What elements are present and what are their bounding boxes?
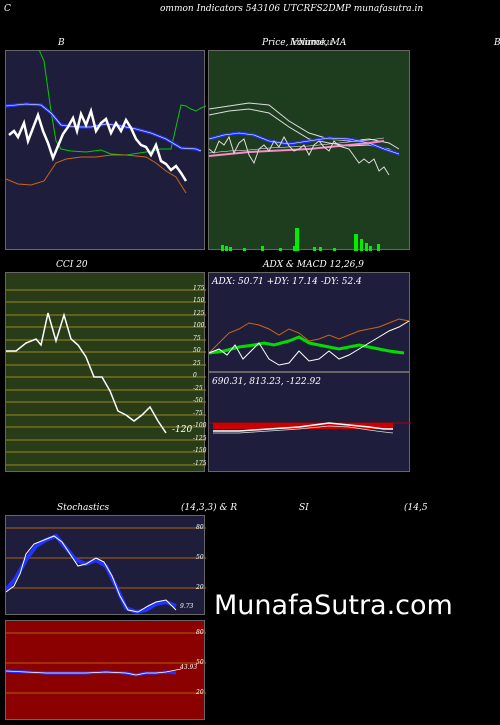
stoch-tick: 50 — [196, 554, 204, 561]
macd-values: 690.31, 813.23, -122.92 — [212, 377, 321, 387]
stoch-current-value: 9.73 — [180, 603, 194, 610]
volume-bar — [333, 248, 336, 251]
rsi-grid — [6, 632, 206, 694]
adx-white-line — [209, 320, 410, 366]
cci-tick: 125 — [193, 310, 205, 317]
cci-line — [6, 312, 167, 434]
stochastics-panel — [5, 515, 206, 615]
cci-tick: -125 — [193, 435, 207, 442]
cci-tick: -75 — [193, 410, 203, 417]
bb-middle-band — [6, 102, 202, 153]
cci-tick: -50 — [193, 397, 203, 404]
stoch-tick: 80 — [196, 524, 204, 531]
volume-bar — [365, 243, 368, 251]
volume-bar — [313, 247, 316, 251]
close-line — [209, 135, 390, 176]
cci-tick: 50 — [193, 347, 201, 354]
volume-bars — [221, 228, 380, 251]
volume-bar — [319, 247, 322, 251]
volume-bar — [293, 246, 296, 251]
stochastics-chart — [6, 527, 206, 615]
rsi-current-value: 43.93 — [180, 664, 198, 671]
stoch-d-line — [6, 533, 177, 615]
rsi-tick: 20 — [196, 689, 204, 696]
cci-tick: -175 — [193, 460, 207, 467]
bb-middle-inner — [6, 103, 202, 152]
rsi-title: SI — [299, 503, 309, 513]
cci-tick: -150 — [193, 447, 207, 454]
volume-bar — [279, 248, 282, 251]
adx-panel: ADX: 50.71 +DY: 17.14 -DY: 52.4 — [208, 272, 410, 372]
ma-pink-2 — [209, 137, 385, 154]
stoch-tick: 20 — [196, 584, 204, 591]
macd-signal-line — [213, 425, 394, 434]
cci-tick: 150 — [193, 297, 205, 304]
ma-blue-inner — [209, 132, 400, 155]
page-title: ommon Indicators 543106 UTCRFS2DMP munaf… — [160, 4, 424, 14]
cci-chart — [6, 289, 206, 466]
cci-tick: 75 — [193, 335, 201, 342]
bb-upper-band — [39, 51, 206, 156]
stochastics-title: Stochastics — [57, 503, 110, 513]
bollinger-chart — [6, 51, 206, 194]
munafasutra-watermark: MunafaSutra.com — [214, 590, 453, 621]
rsi-params: (14,5 — [404, 503, 428, 513]
macd-chart — [209, 422, 411, 434]
adx-macd-panel-title: ADX & MACD 12,26,9 — [263, 260, 364, 270]
cci-tick: -100 — [193, 422, 207, 429]
rsi-panel — [5, 620, 206, 720]
price-volume-ma-panel — [208, 50, 410, 251]
stoch-k-line — [6, 535, 177, 613]
volume-bar — [261, 246, 264, 251]
header-left-letter: C — [4, 4, 11, 14]
volume-bar — [354, 234, 358, 251]
volume-bar — [377, 244, 380, 251]
volume-bar — [225, 246, 228, 251]
price-panel-title: Price, Volume, MA — [262, 38, 347, 48]
adx-green-line — [209, 335, 405, 355]
adx-orange-line — [209, 318, 410, 354]
rsi-white-line — [6, 668, 182, 676]
macd-line — [213, 422, 393, 432]
bollinger-panel-title: B — [58, 38, 65, 48]
rsi-tick: 50 — [196, 659, 204, 666]
cci-tick: 175 — [193, 285, 205, 292]
volume-bar — [295, 228, 299, 251]
cci-tick: 25 — [193, 360, 201, 367]
cci-current-value: -120 — [172, 425, 193, 435]
right-edge-letter: B — [494, 38, 500, 48]
bollinger-bands-panel — [5, 50, 206, 250]
cci-tick: 100 — [193, 322, 205, 329]
volume-bar — [369, 246, 372, 251]
rsi-tick: 80 — [196, 629, 204, 636]
ichimoku-label: Ichimoku — [290, 38, 333, 48]
volume-bar — [243, 248, 246, 251]
macd-panel: 690.31, 813.23, -122.92 — [208, 372, 411, 472]
price-line — [8, 106, 188, 182]
cci-grid — [6, 289, 206, 466]
volume-bar — [360, 239, 363, 251]
cci-panel-title: CCI 20 — [56, 260, 88, 270]
ma-long-white — [209, 102, 400, 150]
adx-values: ADX: 50.71 +DY: 17.14 -DY: 52.4 — [212, 277, 362, 287]
stoch-grid — [6, 527, 206, 589]
bb-lower-band — [6, 154, 187, 194]
cci-tick: 0 — [193, 372, 197, 379]
rsi-chart — [6, 632, 206, 694]
adx-chart — [209, 318, 410, 366]
volume-bar — [221, 245, 224, 251]
cci-tick: -25 — [193, 385, 203, 392]
volume-bar — [229, 247, 232, 251]
cci-panel — [5, 272, 206, 472]
stochastics-params: (14,3,3) & R — [181, 503, 238, 513]
price-chart — [209, 102, 400, 251]
